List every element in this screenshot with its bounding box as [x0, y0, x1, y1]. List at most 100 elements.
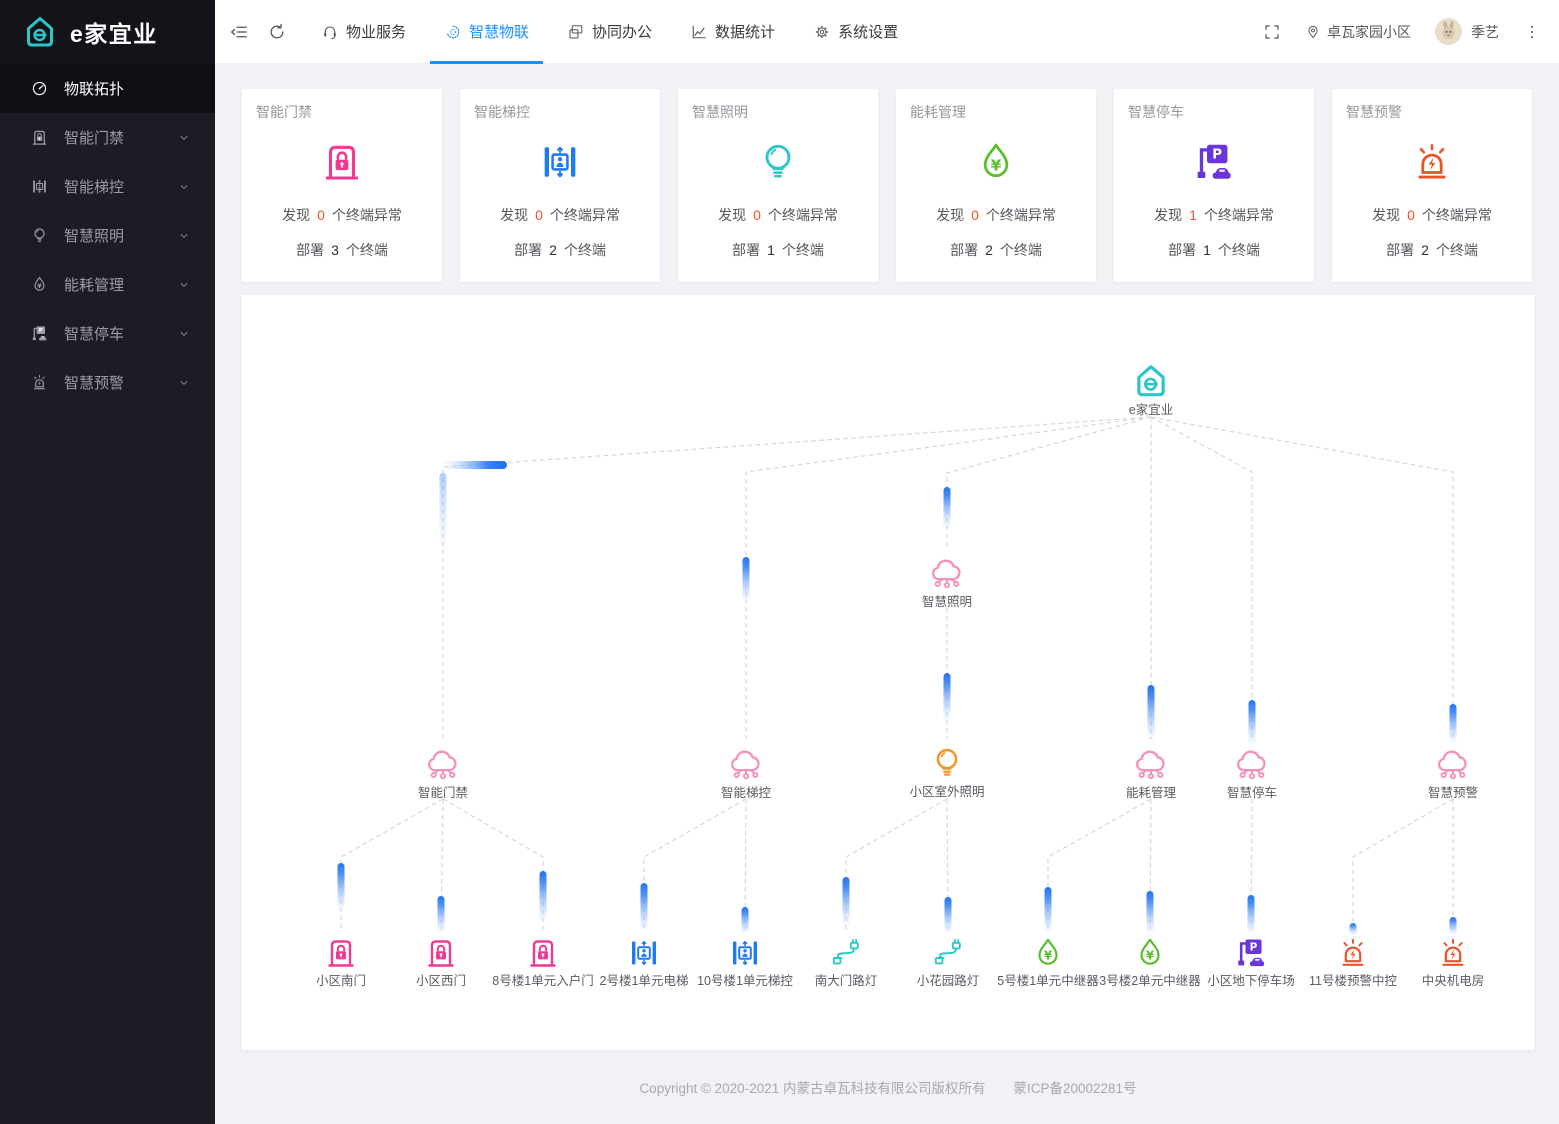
tab-label: 协同办公: [592, 24, 653, 41]
tab-settings[interactable]: 系统设置: [805, 0, 906, 64]
refresh-icon: [267, 22, 287, 42]
topo-node-lamp-south[interactable]: 南大门路灯: [815, 938, 878, 988]
main-content: 智能门禁 发现 0 个终端异常 部署 3 个终端 智能梯控 发现 0 个终端异常 部署 2 个终…: [215, 64, 1559, 1124]
topo-node-energy[interactable]: 能耗管理: [1126, 750, 1177, 800]
flow-pulse: [539, 871, 547, 923]
tab-office[interactable]: 协同办公: [559, 0, 660, 64]
tab-property[interactable]: 物业服务: [313, 0, 414, 64]
community-selector[interactable]: 卓瓦家园小区: [1305, 22, 1411, 42]
sidebar-item-label: 智能梯控: [64, 179, 125, 196]
topo-node-label: 3号楼2单元中继器: [1099, 973, 1201, 988]
flow-pulse: [1044, 887, 1052, 935]
topo-node-label: 智慧预警: [1428, 785, 1478, 800]
elevator-icon: [732, 940, 758, 966]
topo-node-gate-south[interactable]: 小区南门: [316, 940, 366, 989]
abnormal-count: 0: [317, 207, 325, 223]
sidebar-item-label: 智慧停车: [64, 326, 125, 343]
topo-node-label: 10号楼1单元梯控: [697, 973, 793, 988]
topo-edge: [442, 416, 1152, 739]
topo-node-elev-b10[interactable]: 10号楼1单元梯控: [697, 940, 793, 989]
sidebar-item-energy[interactable]: 能耗管理: [0, 260, 215, 309]
menu-fold-button[interactable]: [229, 22, 249, 42]
sidebar-item-topology[interactable]: 物联拓扑: [0, 64, 215, 113]
doorlock-icon: [529, 940, 557, 967]
cable-icon: [832, 938, 859, 965]
sidebar-item-label: 智能门禁: [64, 130, 125, 147]
topo-node-outdoor[interactable]: 小区室外照明: [909, 748, 985, 799]
bulb-icon: [692, 131, 864, 193]
sidebar-item-elevator[interactable]: 智能梯控: [0, 162, 215, 211]
topo-node-label: e家宜业: [1129, 402, 1173, 417]
more-options-icon[interactable]: [1523, 23, 1541, 41]
sidebar-item-door[interactable]: 智能门禁: [0, 113, 215, 162]
summary-card: 智慧照明 发现 0 个终端异常 部署 1 个终端: [678, 89, 878, 282]
doorlock-icon: [256, 131, 428, 193]
topo-node-parking[interactable]: 智慧停车: [1227, 750, 1277, 800]
flow-pulse: [437, 896, 445, 934]
card-title: 智能梯控: [474, 104, 530, 120]
topo-node-lamp-garden[interactable]: 小花园路灯: [917, 938, 980, 988]
user-menu[interactable]: 季艺: [1435, 18, 1499, 45]
cloudnet-icon: [931, 559, 961, 589]
avatar: [1435, 18, 1462, 45]
refresh-button[interactable]: [267, 22, 287, 42]
card-abnormal-line: 发现 1 个终端异常: [1154, 207, 1274, 223]
flow-pulse: [337, 863, 345, 912]
parking-icon: [1128, 131, 1300, 193]
card-title: 智能门禁: [256, 104, 312, 120]
cable-icon: [934, 938, 961, 965]
topology-panel: e家宜业 智慧照明 智能门禁 智能梯控 小区室外照明 能耗管理 智慧停车 智慧预警 小区南门 小区…: [242, 295, 1534, 1050]
tab-stats[interactable]: 数据统计: [682, 0, 783, 64]
topo-node-label: 小区地下停车场: [1207, 973, 1295, 988]
sidebar-item-parking[interactable]: 智慧停车: [0, 309, 215, 358]
topo-node-relay-b5[interactable]: 5号楼1单元中继器: [997, 938, 1099, 988]
summary-card: 智慧停车 发现 1 个终端异常 部署 1 个终端: [1114, 89, 1314, 282]
topo-node-alert[interactable]: 智慧预警: [1428, 750, 1478, 800]
topo-edge: [946, 416, 1152, 548]
sidebar-menu: 物联拓扑 智能门禁 智能梯控 智慧照明 能耗管理 智慧停车 智慧预警: [0, 64, 215, 407]
doorlock-icon: [327, 940, 355, 967]
tab-iot[interactable]: 智慧物联: [430, 0, 544, 64]
topo-node-label: 5号楼1单元中继器: [997, 973, 1099, 988]
topo-edge: [643, 798, 747, 929]
stats-icon: [690, 23, 708, 41]
tab-label: 智慧物联: [469, 24, 530, 41]
flow-pulse: [640, 883, 648, 933]
chevron-down-icon: [177, 278, 191, 292]
card-title: 智慧预警: [1346, 104, 1402, 120]
tab-label: 物业服务: [346, 24, 407, 41]
topo-node-door[interactable]: 智能门禁: [418, 750, 468, 800]
topo-node-park-lot[interactable]: 小区地下停车场: [1207, 938, 1295, 989]
flow-pulse: [439, 473, 447, 553]
cloudnet-icon: [1236, 750, 1266, 780]
card-deployed-line: 部署 2 个终端: [950, 242, 1042, 258]
topo-node-alert-b11[interactable]: 11号楼预警中控: [1309, 938, 1397, 988]
siren-icon: [1346, 131, 1518, 193]
topo-edge: [1150, 416, 1454, 739]
topo-edge: [1047, 798, 1152, 929]
elevator-icon: [474, 131, 646, 193]
abnormal-count: 0: [971, 207, 979, 223]
topo-node-label: 南大门路灯: [815, 973, 878, 988]
topo-node-elevator[interactable]: 智能梯控: [721, 750, 772, 800]
topo-node-lighting[interactable]: 智慧照明: [922, 559, 972, 609]
topo-node-label: 智能门禁: [418, 785, 468, 800]
topo-node-gate-west[interactable]: 小区西门: [416, 940, 466, 989]
sidebar-item-lighting[interactable]: 智慧照明: [0, 211, 215, 260]
sidebar: e家宜业 物联拓扑 智能门禁 智能梯控 智慧照明 能耗管理 智慧停车 智慧预警: [0, 0, 215, 1124]
sidebar-item-alert[interactable]: 智慧预警: [0, 358, 215, 407]
iot-icon: [444, 23, 462, 41]
fullscreen-icon[interactable]: [1263, 23, 1281, 41]
topo-node-elev-b2[interactable]: 2号楼1单元电梯: [600, 940, 689, 989]
brand-logo[interactable]: e家宜业: [0, 0, 215, 64]
location-pin-icon: [1305, 24, 1321, 40]
topo-node-machine-room[interactable]: 中央机电房: [1422, 938, 1485, 988]
elevator-icon: [30, 177, 49, 196]
topo-node-root[interactable]: e家宜业: [1129, 365, 1173, 417]
topo-node-door-b8[interactable]: 8号楼1单元入户门: [492, 940, 594, 989]
topo-node-relay-b3[interactable]: 3号楼2单元中继器: [1099, 938, 1201, 988]
siren-icon: [1342, 938, 1364, 966]
elevator-icon: [631, 940, 657, 966]
summary-card: 智能门禁 发现 0 个终端异常 部署 3 个终端: [242, 89, 442, 282]
deployed-count: 2: [985, 242, 993, 258]
